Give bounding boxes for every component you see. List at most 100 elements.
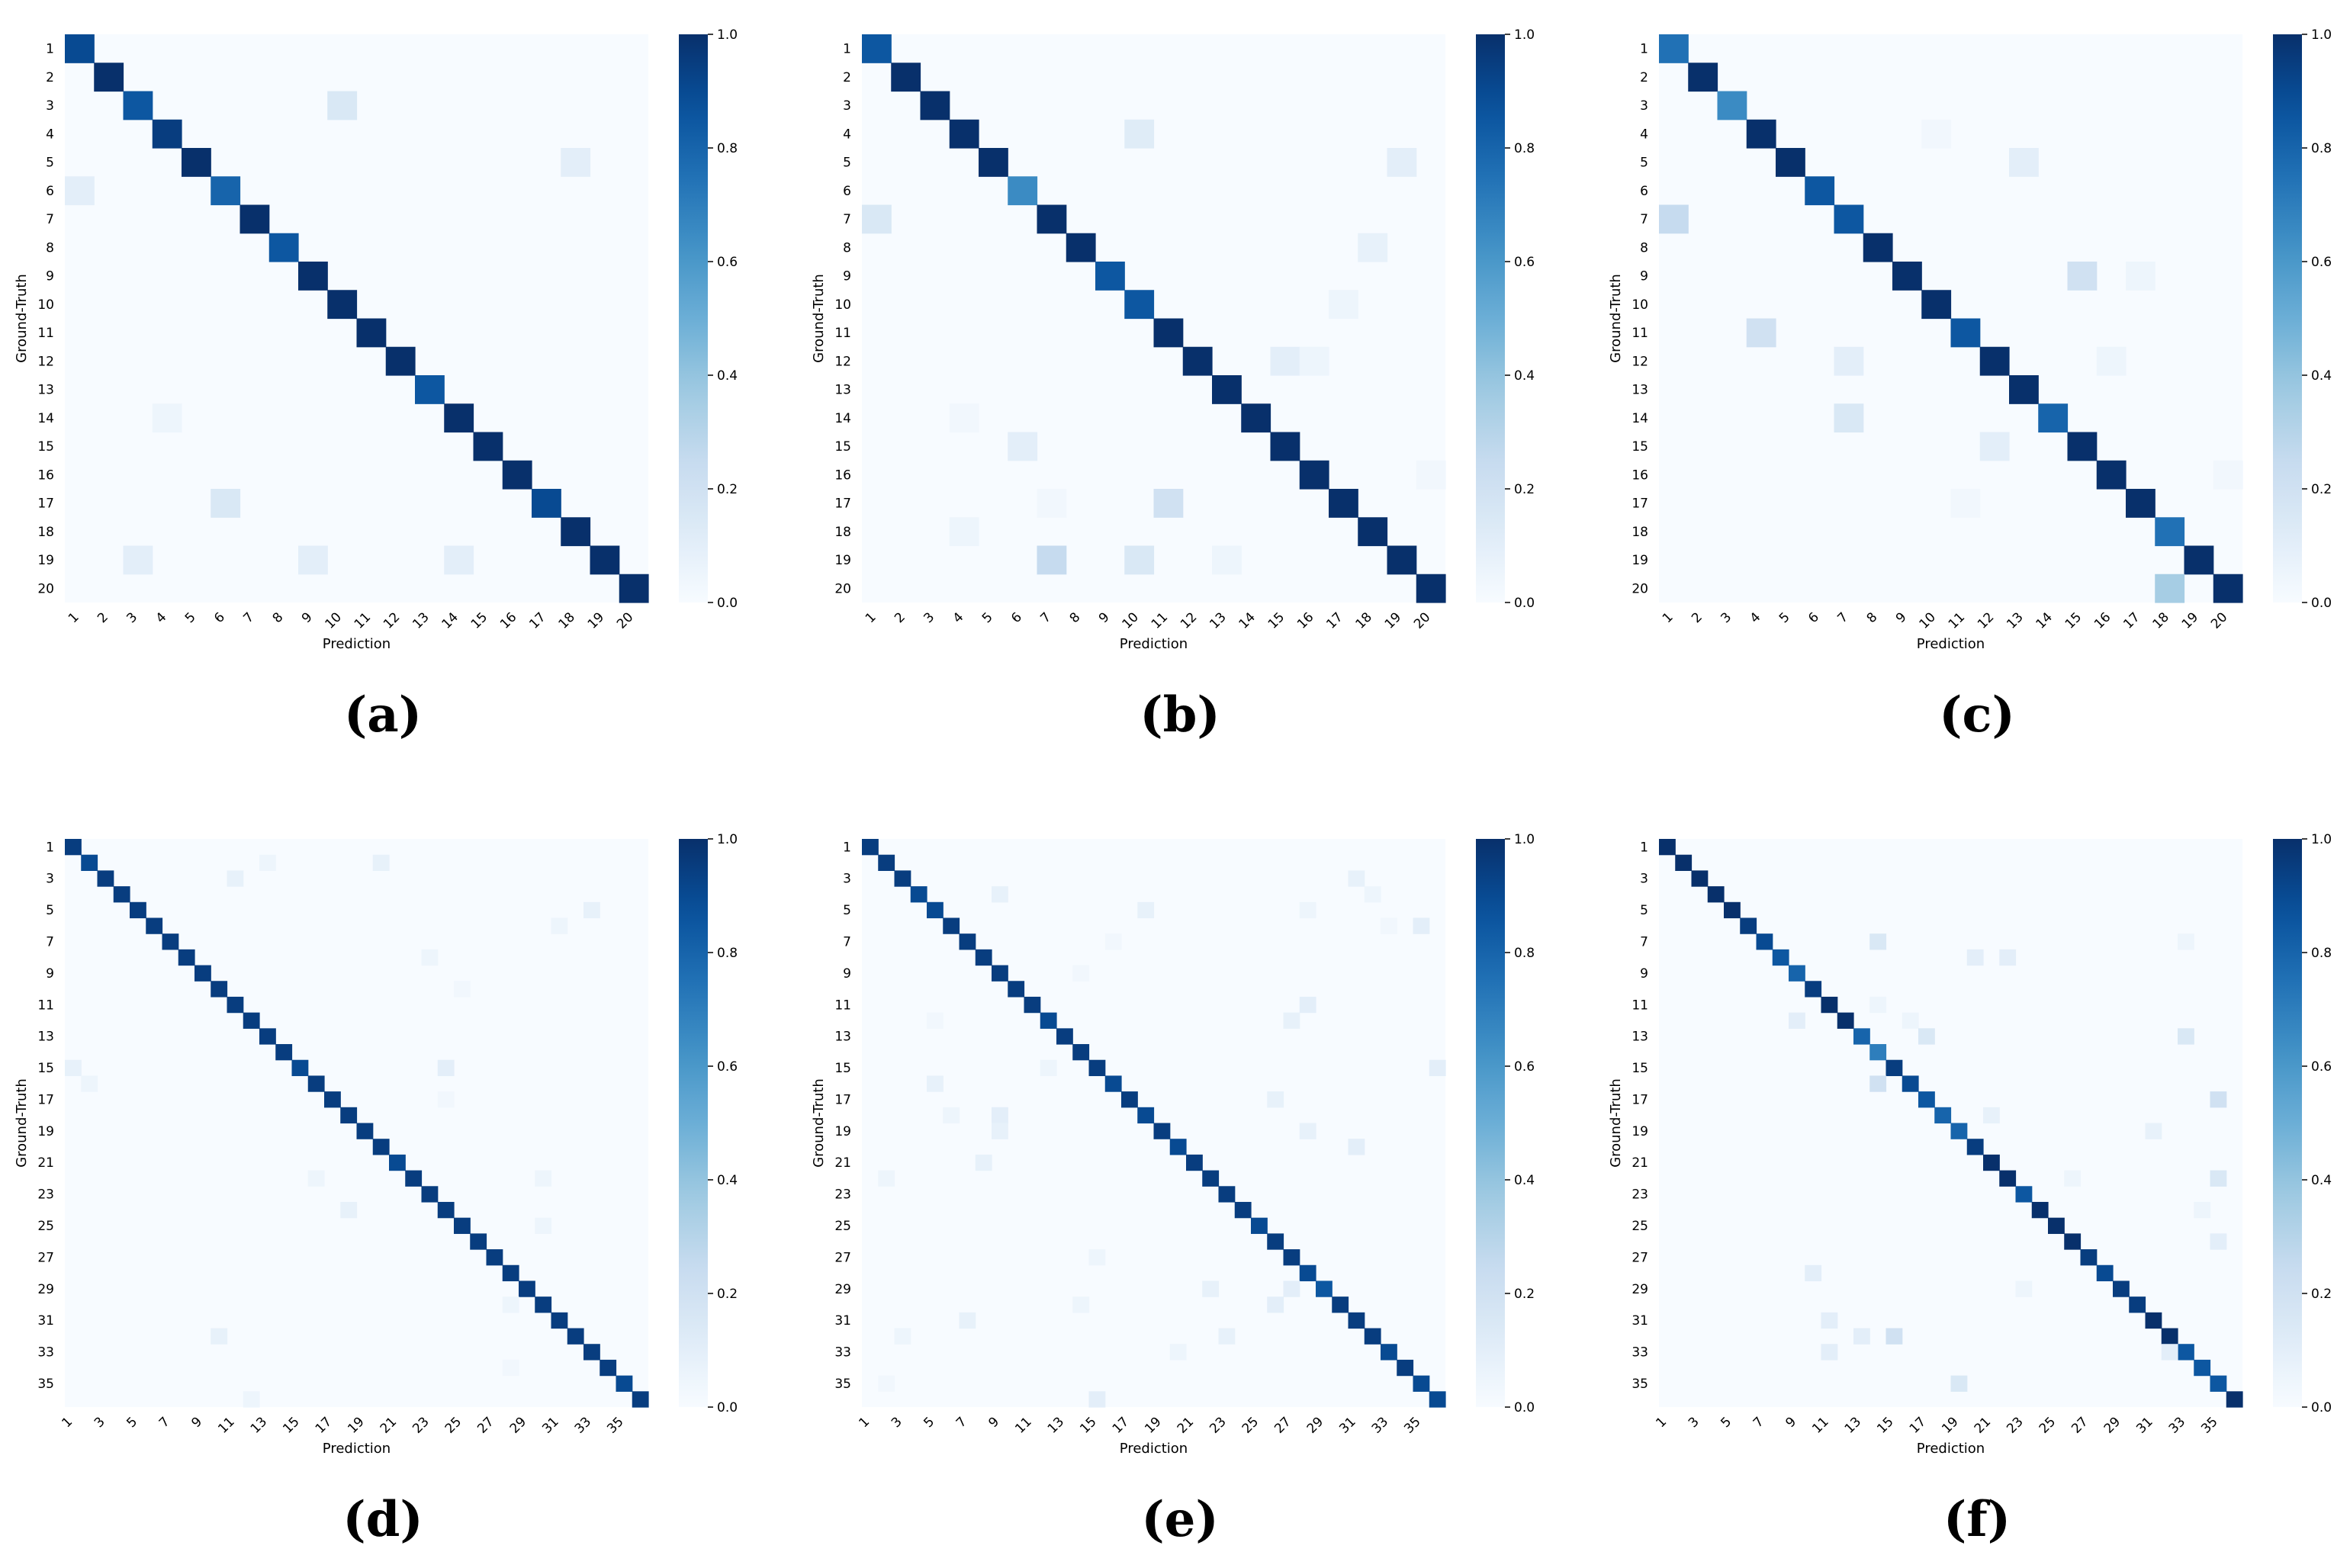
heatmap-cell [1950,489,1981,518]
heatmap-cell [862,34,892,63]
heatmap-cell [1153,318,1184,348]
x-tick-label: 23 [2004,1414,2026,1436]
x-axis-label: Prediction [1917,1441,1985,1457]
x-tick-label: 2 [1689,609,1705,626]
heatmap-cell [182,148,211,177]
heatmap-cell [1950,318,1981,348]
panel-label-a: (a) [343,686,423,744]
y-tick-label: 29 [1631,1282,1648,1297]
heatmap-cell [535,1170,552,1187]
heatmap-cell [1186,1154,1203,1171]
x-tick-label: 1 [856,1414,873,1431]
y-tick-label: 10 [1631,297,1648,313]
heatmap-cell [1348,1312,1365,1329]
y-tick-label: 18 [1631,525,1648,540]
y-tick-label: 31 [1631,1313,1648,1329]
heatmap-cell [1885,1059,1903,1077]
heatmap-cell [878,854,895,871]
heatmap-cell [1416,574,1446,603]
x-tick-label: 6 [1008,609,1025,626]
x-tick-label: 10 [322,609,344,631]
heatmap-cell [1234,1201,1252,1219]
colorbar-tick-label: 0.4 [2311,1173,2332,1188]
x-tick-label: 19 [345,1414,367,1436]
x-tick-label: 14 [1236,609,1258,631]
heatmap-cell [1387,545,1417,575]
x-tick-label: 17 [2120,609,2143,631]
x-tick-label: 5 [124,1414,140,1431]
x-tick-label: 11 [1012,1414,1034,1436]
y-tick-label: 23 [834,1187,851,1203]
y-tick-label: 27 [37,1250,54,1265]
y-tick-label: 16 [834,468,851,483]
heatmap-cell [1979,432,2010,461]
x-axis-label: Prediction [1120,1441,1188,1457]
heatmap-cell [1983,1107,2000,1124]
heatmap-cell [910,886,927,903]
x-tick-label: 17 [1110,1414,1132,1436]
heatmap-cell [992,965,1008,982]
heatmap-cell [2178,933,2194,950]
heatmap-cell [1869,996,1887,1014]
y-tick-label: 35 [834,1377,851,1392]
x-tick-label: 13 [410,609,432,631]
y-tick-label: 10 [37,297,54,313]
heatmap-cell [421,949,439,966]
heatmap-cell [327,290,358,320]
x-tick-label: 20 [614,609,636,631]
y-tick-label: 2 [1640,70,1648,85]
heatmap-cell [2210,1233,2227,1250]
heatmap-cell [1364,886,1381,903]
heatmap-cell [2113,1280,2130,1297]
x-tick-label: 13 [1045,1414,1067,1436]
heatmap-cell [1329,489,1358,518]
x-tick-label: 19 [1382,609,1404,631]
heatmap-cell [1837,1012,1854,1029]
colorbar-tick-label: 0.4 [1514,368,1535,384]
heatmap-cell [1008,432,1038,461]
y-tick-label: 11 [834,326,851,341]
y-tick-label: 10 [834,297,851,313]
heatmap-cell [1821,1344,1838,1361]
x-tick-label: 5 [979,609,996,626]
heatmap-cell [2009,148,2039,177]
x-tick-label: 15 [1077,1414,1099,1436]
colorbar-tick-label: 0.0 [2311,1400,2332,1415]
heatmap-cell [1267,1296,1284,1313]
x-tick-label: 35 [2198,1414,2220,1436]
heatmap-d: 1133557799111113131515171719192121232325… [14,832,738,1457]
heatmap-cell [2210,1375,2227,1392]
x-tick-label: 17 [1907,1414,1929,1436]
y-tick-label: 15 [1631,1061,1648,1076]
y-tick-label: 7 [1640,212,1648,227]
heatmap-cell [927,1012,944,1029]
heatmap-cell [356,1123,374,1139]
heatmap-cell [1153,489,1184,518]
heatmap-cell [1124,290,1155,320]
heatmap-cell [444,545,474,575]
y-tick-label: 7 [46,212,54,227]
heatmap-cell [1772,949,1789,966]
heatmap-cell [920,91,950,120]
x-tick-label: 2 [95,609,111,626]
heatmap-cell [372,1139,390,1155]
heatmap-cell [1999,1170,2017,1187]
heatmap-c: 1122334455667788991010111112121313141415… [1608,27,2332,652]
heatmap-cell [2178,1028,2194,1045]
colorbar-tick-label: 1.0 [717,832,738,847]
x-tick-label: 17 [526,609,548,631]
y-tick-label: 8 [46,240,54,255]
colorbar-tick-label: 0.0 [717,1400,738,1415]
y-tick-label: 5 [1640,156,1648,171]
heatmap-cell [992,1123,1008,1139]
heatmap-cell [619,574,649,603]
y-tick-label: 3 [46,98,54,114]
panel-label-d: (d) [342,1491,423,1548]
y-axis-label: Ground-Truth [811,274,827,363]
heatmap-cell [2210,1091,2227,1108]
y-tick-label: 9 [843,966,851,982]
heatmap-cell [2067,432,2098,461]
heatmap-cell [949,403,979,433]
colorbar-tick-label: 0.6 [2311,255,2332,270]
heatmap-cell [1381,1344,1397,1361]
